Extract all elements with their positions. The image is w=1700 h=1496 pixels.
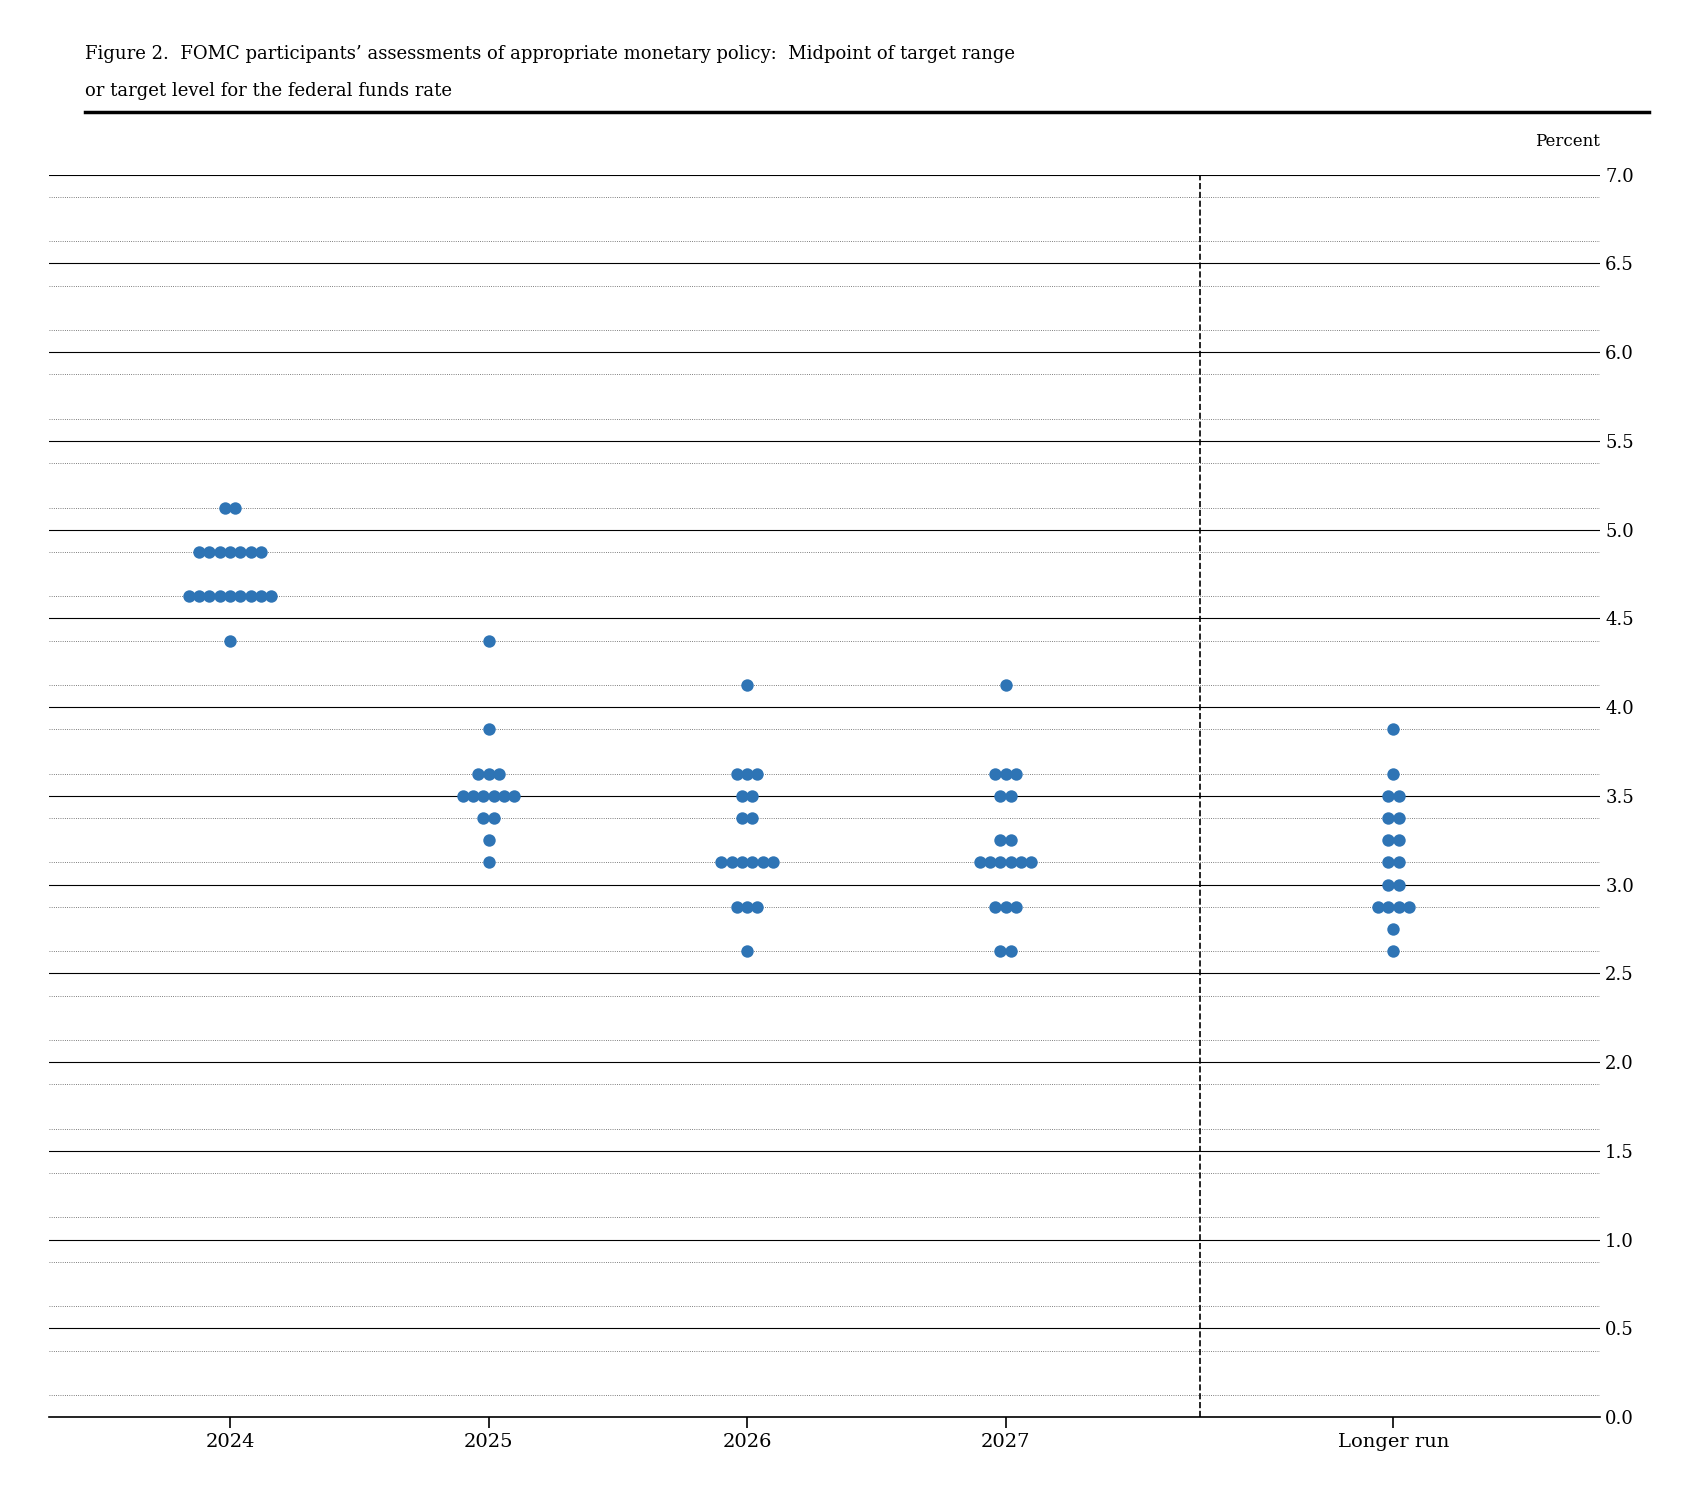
Point: [1008, 851, 1035, 875]
Point: [479, 784, 507, 808]
Point: [1386, 784, 1413, 808]
Text: Figure 2.  FOMC participants’ assessments of appropriate monetary policy:  Midpo: Figure 2. FOMC participants’ assessments…: [85, 45, 1015, 63]
Point: [216, 628, 243, 652]
Point: [998, 939, 1025, 963]
Point: [1386, 806, 1413, 830]
Point: [216, 540, 243, 564]
Point: [226, 585, 253, 609]
Point: [1386, 895, 1413, 919]
Point: [175, 585, 202, 609]
Point: [1380, 761, 1408, 785]
Point: [733, 939, 760, 963]
Point: [464, 761, 491, 785]
Point: [479, 806, 507, 830]
Point: [1386, 872, 1413, 896]
Point: [728, 806, 755, 830]
Point: [459, 784, 486, 808]
Point: [185, 585, 212, 609]
Point: [1375, 806, 1402, 830]
Point: [738, 784, 765, 808]
Point: [196, 540, 223, 564]
Point: [474, 628, 502, 652]
Point: [760, 851, 787, 875]
Point: [707, 851, 734, 875]
Point: [745, 761, 772, 785]
Point: [1386, 829, 1413, 853]
Point: [474, 761, 502, 785]
Point: [449, 784, 476, 808]
Point: [1003, 761, 1030, 785]
Point: [221, 495, 248, 519]
Point: [738, 806, 765, 830]
Point: [998, 851, 1025, 875]
Point: [236, 540, 264, 564]
Point: [750, 851, 777, 875]
Point: [236, 585, 264, 609]
Point: [502, 784, 529, 808]
Text: Percent: Percent: [1535, 133, 1600, 150]
Point: [981, 761, 1008, 785]
Point: [1375, 784, 1402, 808]
Point: [474, 829, 502, 853]
Point: [1380, 718, 1408, 742]
Point: [258, 585, 286, 609]
Point: [211, 495, 238, 519]
Text: or target level for the federal funds rate: or target level for the federal funds ra…: [85, 82, 452, 100]
Point: [986, 851, 1013, 875]
Point: [1003, 895, 1030, 919]
Point: [1380, 939, 1408, 963]
Point: [986, 829, 1013, 853]
Point: [490, 784, 517, 808]
Point: [474, 851, 502, 875]
Point: [206, 585, 233, 609]
Point: [226, 540, 253, 564]
Point: [196, 585, 223, 609]
Point: [976, 851, 1003, 875]
Point: [1386, 851, 1413, 875]
Point: [206, 540, 233, 564]
Point: [745, 895, 772, 919]
Point: [733, 761, 760, 785]
Point: [248, 585, 275, 609]
Point: [1018, 851, 1046, 875]
Point: [993, 761, 1020, 785]
Point: [1375, 829, 1402, 853]
Point: [474, 718, 502, 742]
Point: [993, 673, 1020, 697]
Point: [248, 540, 275, 564]
Point: [469, 784, 496, 808]
Point: [728, 784, 755, 808]
Point: [728, 851, 755, 875]
Point: [738, 851, 765, 875]
Point: [1375, 851, 1402, 875]
Point: [185, 540, 212, 564]
Point: [1365, 895, 1392, 919]
Point: [1375, 895, 1402, 919]
Point: [993, 895, 1020, 919]
Point: [722, 895, 750, 919]
Point: [998, 784, 1025, 808]
Point: [981, 895, 1008, 919]
Point: [484, 761, 512, 785]
Point: [722, 761, 750, 785]
Point: [717, 851, 745, 875]
Point: [733, 895, 760, 919]
Point: [1375, 872, 1402, 896]
Point: [1380, 917, 1408, 941]
Point: [986, 784, 1013, 808]
Point: [1396, 895, 1423, 919]
Point: [966, 851, 993, 875]
Point: [469, 806, 496, 830]
Point: [733, 673, 760, 697]
Point: [998, 829, 1025, 853]
Point: [216, 585, 243, 609]
Point: [986, 939, 1013, 963]
